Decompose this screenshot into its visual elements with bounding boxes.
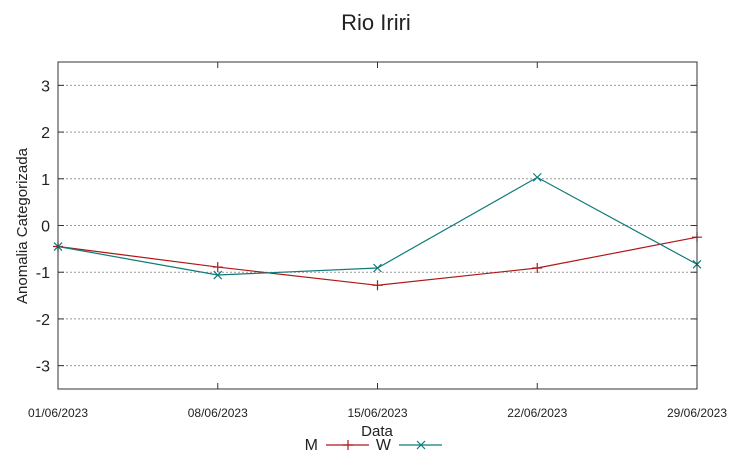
x-tick-label: 15/06/2023 bbox=[347, 406, 407, 420]
cross-marker bbox=[213, 270, 223, 280]
y-tick-label: 1 bbox=[41, 172, 50, 189]
chart-title: Rio Iriri bbox=[341, 10, 411, 35]
plus-marker bbox=[532, 263, 543, 274]
y-tick-label: 2 bbox=[41, 125, 50, 142]
plus-marker bbox=[372, 280, 383, 291]
y-tick-label: -3 bbox=[36, 359, 50, 376]
series-M bbox=[53, 232, 702, 291]
cross-marker bbox=[373, 263, 382, 273]
plot-frame bbox=[57, 61, 698, 390]
plus-marker bbox=[343, 440, 353, 450]
y-axis-label: Anomalia Categorizada bbox=[14, 147, 31, 304]
cross-marker bbox=[532, 172, 542, 182]
x-axis-label: Data bbox=[361, 423, 393, 440]
series-line bbox=[57, 236, 698, 286]
legend-label: W bbox=[376, 437, 392, 454]
y-tick-label: 0 bbox=[41, 219, 50, 236]
x-tick-label: 29/06/2023 bbox=[667, 406, 727, 420]
y-tick-label: -2 bbox=[36, 312, 50, 329]
cross-marker bbox=[416, 440, 426, 450]
plus-marker bbox=[212, 262, 223, 273]
y-tick-label: -1 bbox=[36, 265, 50, 282]
x-tick-label: 01/06/2023 bbox=[28, 406, 88, 420]
x-tick-label: 08/06/2023 bbox=[188, 406, 248, 420]
x-tick-label: 22/06/2023 bbox=[507, 406, 567, 420]
y-tick-label: 3 bbox=[41, 78, 50, 95]
series-W bbox=[53, 172, 702, 280]
series-line bbox=[57, 176, 698, 276]
legend-label: M bbox=[305, 437, 318, 454]
